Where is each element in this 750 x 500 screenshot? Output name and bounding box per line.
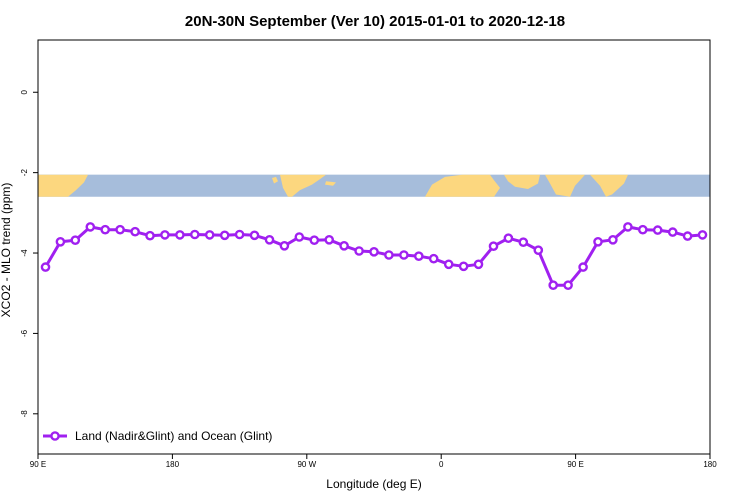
data-point <box>503 233 514 243</box>
data-point <box>175 230 185 240</box>
data-point <box>697 230 708 240</box>
data-point <box>623 222 633 232</box>
data-point <box>563 280 573 291</box>
data-point <box>608 234 618 245</box>
y-axis-label: XCO2 - MLO trend (ppm) <box>0 183 13 318</box>
y-tick-label: 0 <box>20 89 29 94</box>
data-point <box>428 253 439 264</box>
data-point <box>339 240 349 251</box>
data-point <box>294 232 305 242</box>
map-land-asia-east <box>38 174 88 197</box>
data-point <box>279 240 290 251</box>
legend-marker <box>50 431 60 441</box>
data-point <box>354 246 364 256</box>
data-point <box>488 241 499 251</box>
data-point <box>130 226 140 237</box>
map-land-north-america <box>280 174 326 197</box>
data-point <box>518 237 529 247</box>
map-land-asia-far-east <box>590 174 628 197</box>
x-axis: 90 E 180 90 W 0 90 E 180 <box>30 454 717 469</box>
data-point <box>324 234 335 245</box>
data-point <box>578 262 588 272</box>
series-group <box>40 222 708 291</box>
x-tick-label: 180 <box>166 460 180 469</box>
map-ocean <box>38 174 710 197</box>
map-land-hawaii <box>272 176 278 184</box>
data-point <box>369 246 379 257</box>
data-point <box>160 230 170 240</box>
y-tick-label: -8 <box>20 410 29 418</box>
y-tick-label: -2 <box>20 169 29 177</box>
data-point <box>533 245 544 255</box>
data-point <box>85 222 96 232</box>
data-point <box>593 236 603 247</box>
x-tick-label: 90 W <box>297 460 316 469</box>
data-point <box>682 231 693 241</box>
x-tick-label: 90 E <box>567 460 583 469</box>
data-point <box>309 235 320 245</box>
map-land-caribbean <box>325 181 336 186</box>
y-tick-label: -4 <box>20 249 29 257</box>
y-axis: 0 -2 -4 -6 -8 <box>20 89 38 417</box>
x-tick-label: 90 E <box>30 460 46 469</box>
data-point <box>219 230 230 241</box>
data-point <box>548 280 559 291</box>
x-tick-label: 0 <box>439 460 444 469</box>
data-point <box>652 225 663 235</box>
data-point <box>399 250 409 260</box>
data-point <box>40 262 51 272</box>
legend-label: Land (Nadir&Glint) and Ocean (Glint) <box>75 429 272 443</box>
data-point <box>473 259 484 270</box>
y-tick-label: -6 <box>20 329 29 337</box>
data-point <box>413 251 424 262</box>
chart-title: 20N-30N September (Ver 10) 2015-01-01 to… <box>185 13 565 30</box>
map-land-africa <box>425 174 500 197</box>
data-point <box>189 229 200 240</box>
plot-frame <box>37 39 711 455</box>
map-land-arabia <box>504 174 540 189</box>
data-point <box>100 224 110 235</box>
data-point <box>638 224 648 235</box>
world-map-band <box>38 174 710 197</box>
data-point <box>443 259 454 270</box>
data-point <box>55 236 66 247</box>
data-point <box>204 230 215 240</box>
legend: Land (Nadir&Glint) and Ocean (Glint) <box>43 429 272 443</box>
data-point <box>384 250 394 260</box>
data-point <box>458 261 469 272</box>
data-point <box>249 230 260 241</box>
data-point <box>667 227 678 237</box>
data-point <box>234 229 245 240</box>
x-axis-label: Longitude (deg E) <box>326 477 421 491</box>
data-point <box>145 230 155 241</box>
x-tick-label: 180 <box>703 460 717 469</box>
data-point <box>115 224 125 235</box>
map-land-india <box>545 174 585 197</box>
data-point <box>264 234 275 245</box>
data-point <box>70 235 81 245</box>
